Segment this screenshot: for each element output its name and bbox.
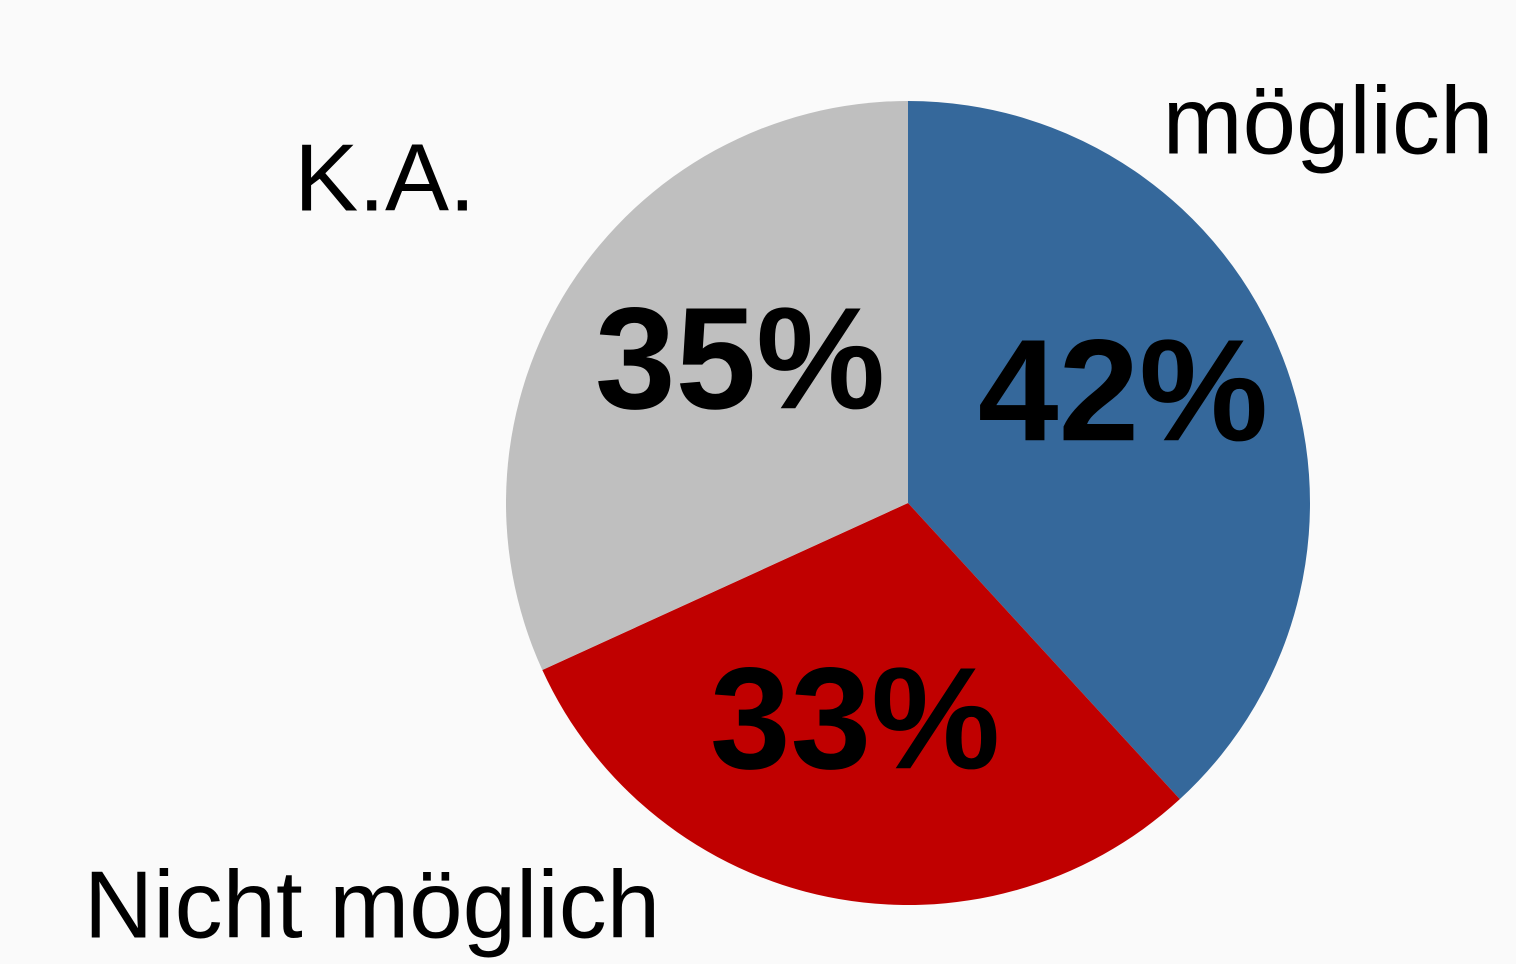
pie-slice — [908, 101, 1310, 800]
pie-slice — [506, 101, 908, 670]
slice-category-label: möglich — [1163, 67, 1494, 174]
slice-value-label: 33% — [710, 637, 1000, 799]
slice-value-label: 35% — [595, 277, 885, 439]
slice-category-label: K.A. — [294, 124, 475, 231]
slice-category-label: Nicht möglich — [84, 851, 660, 958]
slice-value-label: 42% — [978, 309, 1268, 471]
pie-slice — [542, 503, 1180, 905]
